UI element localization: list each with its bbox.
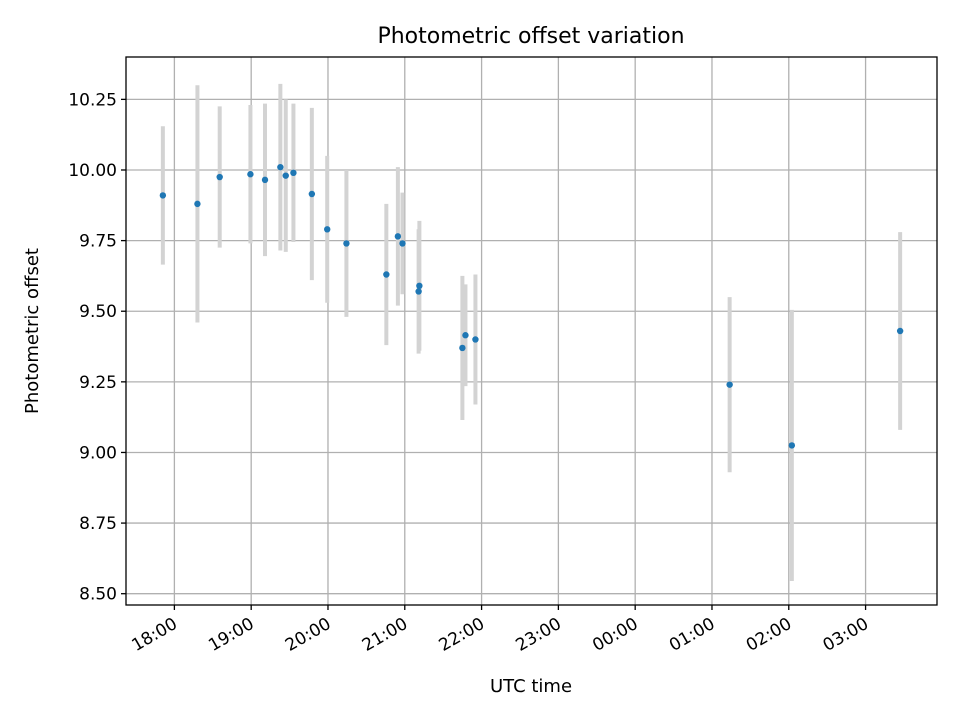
data-point [277,163,284,171]
data-point [399,240,406,247]
data-point [896,327,904,335]
x-tick-label: 01:00 [666,614,718,656]
data-point [290,169,297,177]
data-point [472,336,479,343]
data-point [194,200,201,208]
y-tick-label: 9.00 [79,443,117,463]
x-axis-label: UTC time [490,676,572,697]
data-point [247,171,254,178]
data-point [459,344,466,352]
data-point [788,442,796,449]
data-point [394,233,402,240]
y-tick-label: 10.00 [68,161,117,181]
x-tick-label: 23:00 [512,614,564,656]
data-point [726,381,733,388]
x-tick-label: 20:00 [282,614,334,656]
chart-title: Photometric offset variation [377,24,684,49]
x-axis-ticks: 18:00 19:00 20:00 21:00 22:00 23:00 00:00 01:00… [128,605,872,656]
data-point [282,172,289,179]
x-tick-label: 18:00 [128,614,180,656]
x-tick-label: 21:00 [359,614,411,656]
data-point [216,173,223,181]
y-axis-ticks: 8.50 8.75 9.00 9.25 9.50 9.75 10.00 10.25 [68,90,126,605]
y-tick-label: 9.50 [79,302,117,322]
data-point [383,271,390,278]
y-tick-label: 9.25 [79,373,117,393]
x-tick-label: 19:00 [205,614,257,656]
data-point [343,240,350,247]
x-tick-label: 03:00 [820,614,872,656]
data-point [462,332,469,339]
data-point [415,288,422,295]
y-tick-label: 9.75 [79,232,117,252]
y-tick-label: 8.75 [79,514,117,534]
x-tick-label: 02:00 [743,614,795,656]
grid-lines [126,57,937,605]
data-point [324,226,331,233]
data-point [416,282,423,290]
data-point [159,192,167,199]
data-point [308,190,316,198]
data-point [261,176,269,184]
error-bars [160,83,903,581]
y-tick-label: 8.50 [79,585,117,605]
y-axis-label: Photometric offset [22,248,43,414]
data-points [159,163,904,449]
y-tick-label: 10.25 [68,90,117,110]
x-tick-label: 22:00 [436,614,488,656]
x-tick-label: 00:00 [589,614,641,656]
plot-frame [125,56,938,606]
